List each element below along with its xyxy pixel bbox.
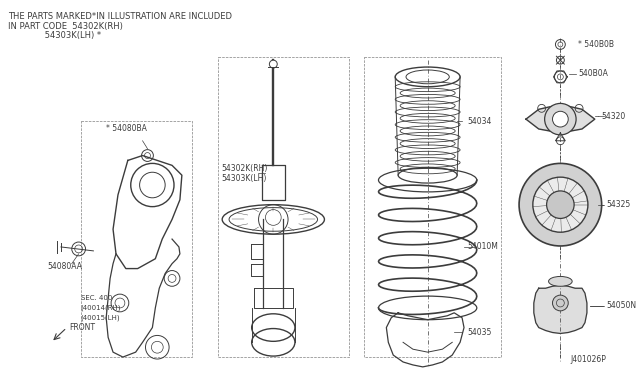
Text: 54035: 54035 xyxy=(467,328,492,337)
Text: SEC. 400: SEC. 400 xyxy=(81,295,112,301)
Text: 54010M: 54010M xyxy=(467,243,498,251)
Circle shape xyxy=(140,172,165,198)
Circle shape xyxy=(552,111,568,127)
Text: (40015(LH): (40015(LH) xyxy=(81,314,120,321)
Text: THE PARTS MARKED*IN ILLUSTRATION ARE INCLUDED: THE PARTS MARKED*IN ILLUSTRATION ARE INC… xyxy=(8,12,232,22)
Circle shape xyxy=(552,295,568,311)
Circle shape xyxy=(131,163,174,206)
Text: (40014(RH): (40014(RH) xyxy=(81,305,121,311)
Text: J401026P: J401026P xyxy=(570,355,606,363)
Circle shape xyxy=(545,103,576,135)
Ellipse shape xyxy=(548,276,572,286)
Text: 540B0A: 540B0A xyxy=(578,70,608,78)
Polygon shape xyxy=(534,285,587,333)
Text: 54325: 54325 xyxy=(607,200,631,209)
Polygon shape xyxy=(526,105,595,133)
Text: 54302K(RH): 54302K(RH) xyxy=(221,164,268,173)
Circle shape xyxy=(547,191,574,218)
Circle shape xyxy=(269,60,277,68)
Text: FRONT: FRONT xyxy=(69,323,95,332)
Text: * 54080BA: * 54080BA xyxy=(106,125,147,134)
Text: 54080AA: 54080AA xyxy=(47,262,82,271)
Text: 54320: 54320 xyxy=(602,112,626,121)
Circle shape xyxy=(519,163,602,246)
Circle shape xyxy=(533,177,588,232)
Text: 54050N: 54050N xyxy=(607,301,637,311)
Text: 54034: 54034 xyxy=(467,116,492,126)
Text: 54303K(LH): 54303K(LH) xyxy=(221,174,267,183)
Text: * 540B0B: * 540B0B xyxy=(578,40,614,49)
Text: 54303K(LH) *: 54303K(LH) * xyxy=(8,31,101,40)
Text: IN PART CODE  54302K(RH): IN PART CODE 54302K(RH) xyxy=(8,22,123,31)
